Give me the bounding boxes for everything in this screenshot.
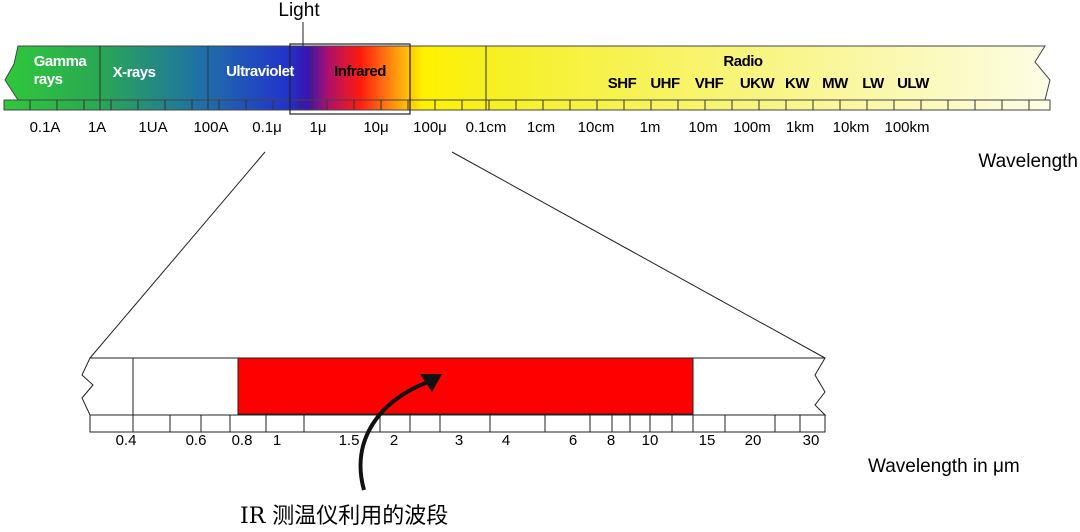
tick-label: 10cm bbox=[578, 119, 615, 136]
tick-label: 0.1μ bbox=[252, 119, 282, 136]
tick-label: 0.1A bbox=[30, 119, 61, 136]
tick-label: 10m bbox=[688, 119, 717, 136]
band-label: Ultraviolet bbox=[226, 63, 294, 80]
zoom-tick-label: 8 bbox=[607, 432, 615, 449]
radio-band-label: KW bbox=[785, 75, 810, 92]
spectrum-bar bbox=[4, 45, 1051, 101]
zoom-tick-label: 30 bbox=[803, 432, 820, 449]
ir-range bbox=[237, 357, 694, 415]
tick-label: 1A bbox=[88, 119, 106, 136]
zoom-axis-label: Wavelength in μm bbox=[868, 456, 1020, 477]
band-label: rays bbox=[34, 71, 63, 88]
radio-band-label: MW bbox=[822, 75, 849, 92]
zoom-tick-label: 1.5 bbox=[339, 432, 360, 449]
zoom-tick-label: 10 bbox=[642, 432, 659, 449]
band-label: Radio bbox=[723, 53, 763, 70]
tick-label: 100km bbox=[884, 119, 929, 136]
tick-strip bbox=[3, 99, 1051, 111]
tick-label: 100μ bbox=[413, 119, 447, 136]
light-label: Light bbox=[278, 0, 320, 21]
zoom-tick-label: 1 bbox=[273, 432, 281, 449]
band-label: X-rays bbox=[113, 64, 156, 81]
arrow-head bbox=[420, 374, 442, 392]
tick-label: 1UA bbox=[138, 119, 167, 136]
band-label: Infrared bbox=[334, 63, 386, 80]
zoom-tick-label: 15 bbox=[699, 432, 716, 449]
axis-label: Wavelength bbox=[978, 151, 1078, 172]
zoom-line bbox=[451, 151, 826, 359]
radio-band-label: VHF bbox=[695, 75, 724, 92]
radio-band-label: SHF bbox=[608, 75, 637, 92]
tick-label: 1μ bbox=[310, 119, 327, 136]
tick-label: 0.1cm bbox=[466, 119, 507, 136]
light-window bbox=[289, 43, 411, 115]
tick-label: 1cm bbox=[527, 119, 555, 136]
radio-band-label: UKW bbox=[740, 75, 776, 92]
zoom-tick-strip bbox=[89, 414, 826, 433]
arrow-curve bbox=[358, 380, 429, 491]
band-label: Gamma bbox=[34, 53, 88, 70]
tick-label: 10μ bbox=[363, 119, 388, 136]
tick-label: 1m bbox=[640, 119, 661, 136]
radio-band-label: LW bbox=[862, 75, 885, 92]
radio-band-label: UHF bbox=[650, 75, 680, 92]
caption: IR 测温仪利用的波段 bbox=[240, 504, 448, 529]
radio-band-label: ULW bbox=[897, 75, 930, 92]
tick-label: 100m bbox=[733, 119, 771, 136]
tick-label: 10km bbox=[833, 119, 870, 136]
zoom-tick-label: 20 bbox=[745, 432, 762, 449]
zoom-tick-label: 0.4 bbox=[116, 432, 137, 449]
zoom-line bbox=[89, 151, 266, 359]
zoom-tick-label: 6 bbox=[569, 432, 577, 449]
tick-label: 100A bbox=[193, 119, 228, 136]
zoom-tick-label: 0.8 bbox=[232, 432, 253, 449]
zoom-tick-label: 3 bbox=[455, 432, 463, 449]
zoom-tick-label: 2 bbox=[390, 432, 398, 449]
zoom-tick-label: 0.6 bbox=[186, 432, 207, 449]
tick-label: 1km bbox=[786, 119, 814, 136]
zoom-tick-label: 4 bbox=[502, 432, 510, 449]
